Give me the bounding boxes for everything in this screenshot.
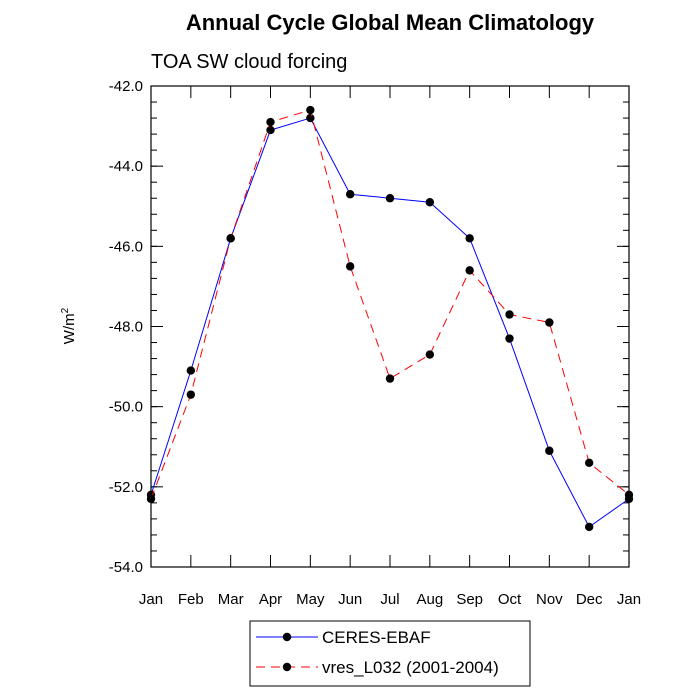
legend-label: CERES-EBAF [322, 628, 431, 647]
series-point [345, 262, 355, 271]
series-point [465, 266, 474, 275]
y-tick-label: -50.0 [109, 399, 143, 416]
svg-text:W/m2: W/m2 [60, 307, 78, 344]
series-point [266, 125, 275, 135]
legend-marker [282, 632, 292, 642]
x-tick-label: May [296, 591, 325, 608]
x-tick-label: Apr [259, 591, 282, 608]
series-point [186, 390, 196, 399]
legend-item-2: vres_L032 (2001-2004) [256, 658, 499, 677]
series-point [505, 310, 514, 319]
plot-frame [150, 85, 630, 568]
x-tick-label: Jul [380, 591, 399, 608]
y-tick-label: -48.0 [109, 319, 143, 336]
plot-series [146, 105, 634, 532]
legend: CERES-EBAF vres_L032 (2001-2004) [249, 620, 531, 687]
series-line [150, 109, 630, 500]
y-tick-label: -52.0 [109, 479, 143, 496]
x-tick-label: Mar [218, 591, 244, 608]
x-tick-label: Nov [536, 591, 563, 608]
y-tick-label: -44.0 [109, 158, 143, 175]
x-tick-label: Feb [178, 591, 204, 608]
series-point [345, 190, 355, 199]
series-point [505, 334, 514, 343]
series-point [584, 522, 594, 532]
series-point [545, 446, 554, 455]
series-point [425, 350, 435, 359]
legend-marker [282, 662, 292, 672]
series-point [385, 374, 395, 383]
series-point [306, 113, 315, 123]
tick-labels: -54.0 -52.0 -50.0 -48.0 -46.0 -44.0 -42.0 Jan Fe… [109, 78, 641, 608]
x-tick-label: Dec [576, 591, 603, 608]
legend-label: vres_L032 (2001-2004) [322, 658, 499, 677]
x-tick-label: Oct [498, 591, 522, 608]
series-point [465, 234, 474, 243]
y-axis-label-text: W/m [61, 313, 78, 344]
x-tick-label: Jan [617, 591, 641, 608]
x-tick-label: Sep [456, 591, 483, 608]
y-axis-label-superscript: 2 [60, 307, 71, 313]
series-point [545, 318, 554, 327]
y-tick-label: -54.0 [109, 559, 143, 576]
axis-ticks [150, 85, 630, 568]
series-point [385, 194, 395, 203]
y-tick-label: -46.0 [109, 238, 143, 255]
series-1 [146, 113, 634, 532]
y-tick-label: -42.0 [109, 78, 143, 95]
series-point [584, 458, 594, 467]
y-axis-label: W/m2 [60, 307, 78, 344]
x-tick-label: Jan [139, 591, 163, 608]
chart-title: Annual Cycle Global Mean Climatology [186, 10, 595, 35]
legend-box [249, 620, 531, 687]
series-point [226, 234, 235, 243]
series-2 [146, 105, 634, 504]
series-point [425, 198, 435, 207]
chart-subtitle: TOA SW cloud forcing [151, 51, 347, 73]
x-tick-label: Jun [338, 591, 362, 608]
series-point [306, 105, 315, 115]
series-point [186, 366, 196, 375]
series-line [150, 117, 630, 528]
legend-item-1: CERES-EBAF [256, 628, 431, 647]
x-tick-label: Aug [416, 591, 443, 608]
series-point [266, 117, 275, 127]
